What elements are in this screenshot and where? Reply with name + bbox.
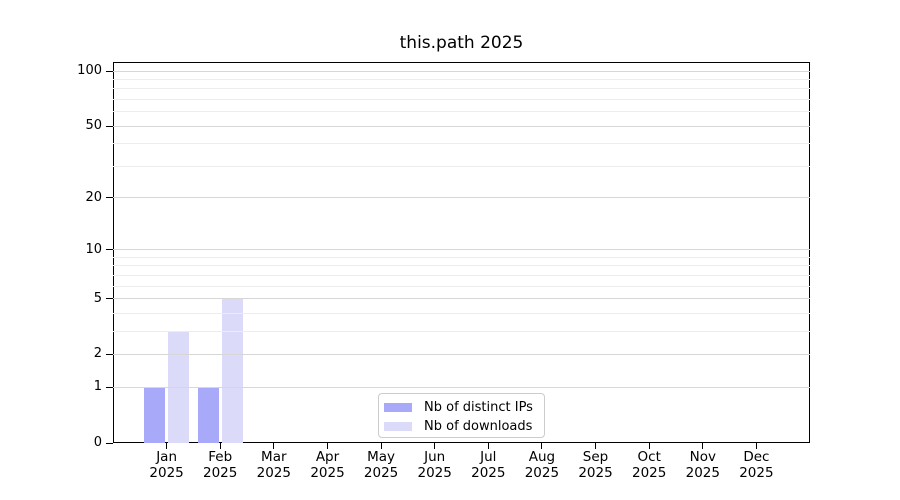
x-axis-tick [327, 443, 328, 449]
y-axis-tick [106, 298, 113, 300]
legend-item-downloads: Nb of downloads [384, 417, 544, 436]
gridline-minor [113, 165, 810, 167]
gridline-minor [113, 143, 810, 145]
gridline-minor [113, 330, 810, 332]
gridline-minor [113, 78, 810, 80]
gridline-minor [113, 285, 810, 287]
legend-swatch-downloads [384, 422, 412, 431]
legend-label-distinct-ips: Nb of distinct IPs [424, 400, 533, 415]
x-tick-label: Dec 2025 [739, 449, 774, 481]
legend: Nb of distinct IPs Nb of downloads [378, 393, 545, 438]
y-tick-label: 5 [93, 290, 102, 306]
x-tick-label: Apr 2025 [310, 449, 345, 481]
gridline-major [113, 386, 810, 388]
x-axis-tick [755, 443, 757, 449]
x-axis-tick [487, 443, 489, 449]
x-tick-label: Jul 2025 [471, 449, 506, 481]
x-tick-label: Aug 2025 [524, 449, 560, 481]
plot-area [113, 62, 810, 443]
gridline-major [113, 249, 810, 251]
gridline-minor [113, 274, 810, 276]
x-axis-tick [434, 443, 436, 449]
x-tick-label: Feb 2025 [203, 449, 238, 481]
x-tick-label: Jun 2025 [417, 449, 452, 481]
x-axis-tick [648, 443, 650, 449]
y-axis-tick [106, 197, 113, 199]
gridline-minor [113, 265, 810, 267]
y-axis-tick [106, 249, 113, 251]
x-axis-tick [702, 443, 704, 449]
y-tick-label: 1 [93, 379, 102, 395]
gridline-major [113, 197, 810, 199]
x-tick-label: Sep 2025 [578, 449, 613, 481]
y-tick-label: 20 [85, 189, 102, 205]
x-axis-tick [166, 443, 168, 449]
gridline-major [113, 125, 810, 127]
x-tick-label: Jan 2025 [149, 449, 184, 481]
gridline-minor [113, 98, 810, 100]
x-axis-tick [273, 443, 275, 449]
legend-item-distinct-ips: Nb of distinct IPs [384, 398, 544, 417]
y-axis-tick [106, 386, 113, 388]
y-tick-label: 50 [85, 118, 102, 134]
x-axis-tick [380, 443, 382, 449]
gridline-major [113, 70, 810, 72]
gridline-minor [113, 256, 810, 258]
y-axis-tick [106, 70, 113, 72]
x-tick-label: May 2025 [363, 449, 399, 481]
gridline-minor [113, 312, 810, 314]
y-tick-label: 10 [85, 241, 102, 257]
chart-title: this.path 2025 [399, 33, 524, 53]
gridline-major [113, 298, 810, 300]
gridline-major [113, 353, 810, 355]
y-tick-label: 0 [93, 435, 102, 450]
x-axis-tick [219, 443, 221, 449]
legend-swatch-distinct-ips [384, 403, 412, 412]
legend-label-downloads: Nb of downloads [424, 419, 533, 434]
bar-distinct-ips [197, 387, 219, 443]
x-tick-label: Oct 2025 [632, 449, 667, 481]
y-tick-label: 100 [77, 63, 102, 78]
gridline-minor [113, 88, 810, 90]
bar-downloads [221, 298, 243, 443]
y-axis-tick [106, 353, 113, 355]
gridline-minor [113, 111, 810, 113]
x-axis-tick [595, 443, 596, 449]
y-axis-tick [106, 125, 113, 127]
x-tick-label: Nov 2025 [685, 449, 720, 481]
x-axis-tick [541, 443, 543, 449]
y-tick-label: 2 [93, 346, 102, 362]
x-tick-label: Mar 2025 [256, 449, 291, 481]
y-axis-tick [106, 442, 113, 444]
bar-distinct-ips [144, 387, 166, 443]
